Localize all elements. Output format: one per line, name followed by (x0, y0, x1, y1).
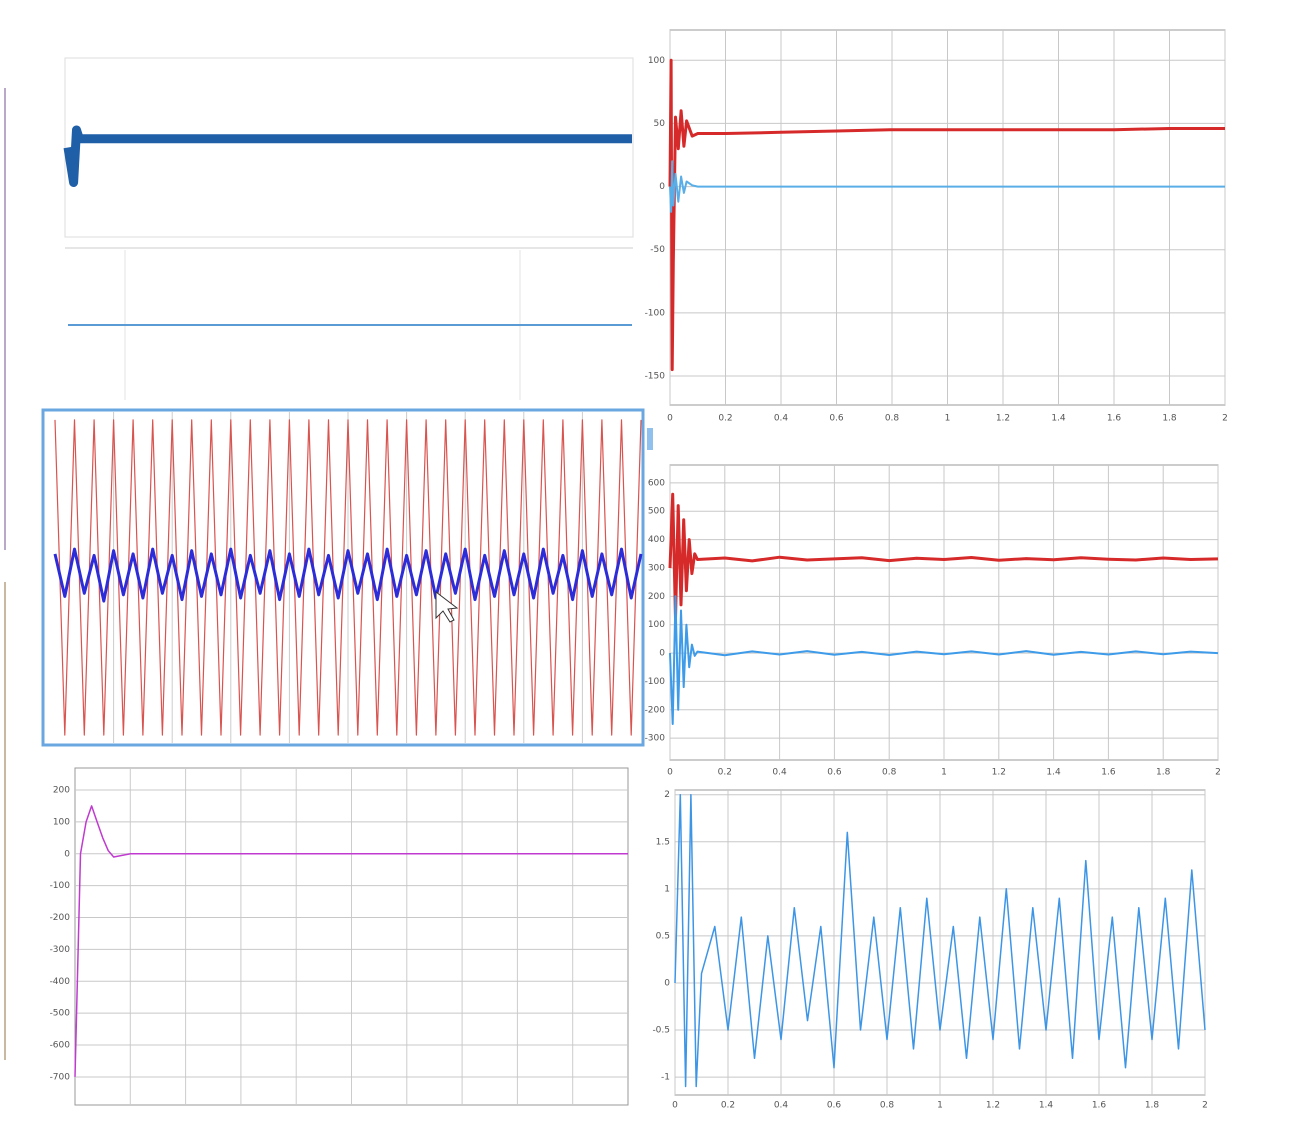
x-tick-label: 0 (672, 1101, 678, 1111)
x-tick-label: 0.2 (718, 414, 732, 424)
y-tick-label: 100 (648, 56, 665, 66)
x-tick-label: 1.8 (1156, 768, 1171, 778)
signal-trace (669, 160, 1225, 213)
y-tick-label: 1.5 (656, 837, 670, 847)
y-tick-label: 400 (648, 535, 665, 545)
x-tick-label: 0.6 (827, 768, 842, 778)
x-tick-label: 1.6 (1107, 414, 1122, 424)
signal-trace (63, 125, 632, 187)
x-tick-label: 0 (667, 768, 673, 778)
y-tick-label: 1 (664, 884, 670, 894)
y-tick-label: -500 (50, 1009, 71, 1019)
y-tick-label: -700 (50, 1072, 71, 1082)
x-tick-label: 1 (945, 414, 951, 424)
signal-trace (669, 595, 1219, 725)
x-tick-label: 1.8 (1145, 1101, 1160, 1111)
x-tick-label: 1.6 (1092, 1101, 1107, 1111)
y-tick-label: 100 (53, 817, 70, 827)
x-tick-label: 0.6 (829, 414, 844, 424)
signal-trace (54, 419, 642, 736)
signal-trace (668, 58, 1225, 372)
x-tick-label: 0.4 (772, 768, 787, 778)
y-tick-label: 500 (648, 507, 665, 517)
x-tick-label: 0.8 (882, 768, 897, 778)
signal-trace (74, 805, 628, 1077)
y-tick-label: 0.5 (656, 931, 670, 941)
y-tick-label: -100 (645, 308, 666, 318)
y-tick-label: 200 (53, 785, 70, 795)
y-tick-label: 0 (64, 849, 70, 859)
x-tick-label: 1.2 (996, 414, 1010, 424)
y-tick-label: -100 (645, 677, 666, 687)
x-tick-label: 1.4 (1046, 768, 1061, 778)
x-tick-label: 1.6 (1101, 768, 1116, 778)
signal-trace (668, 492, 1219, 621)
x-tick-label: 0.2 (721, 1101, 735, 1111)
mouse-cursor (435, 590, 459, 623)
x-tick-label: 0.8 (885, 414, 900, 424)
y-tick-label: -300 (50, 945, 71, 955)
y-tick-label: -50 (650, 245, 665, 255)
y-tick-label: -300 (645, 734, 666, 744)
y-tick-label: 50 (654, 119, 666, 129)
x-tick-label: 0.4 (774, 414, 789, 424)
y-tick-label: -1 (661, 1073, 670, 1083)
x-tick-label: 2 (1215, 768, 1221, 778)
y-tick-label: -150 (645, 371, 666, 381)
x-tick-label: 2 (1222, 414, 1228, 424)
x-tick-label: 1.2 (986, 1101, 1000, 1111)
x-tick-label: 0.2 (718, 768, 732, 778)
y-tick-label: 100 (648, 620, 665, 630)
y-tick-label: 0 (659, 182, 665, 192)
x-tick-label: 0.8 (880, 1101, 895, 1111)
signal-trace (674, 793, 1206, 1088)
y-tick-label: -100 (50, 881, 71, 891)
y-tick-label: 2 (664, 790, 670, 800)
y-tick-label: -0.5 (652, 1026, 670, 1036)
scope-frame (64, 57, 634, 238)
resize-handle[interactable] (647, 428, 653, 450)
y-tick-label: -200 (645, 705, 666, 715)
y-tick-label: 0 (659, 649, 665, 659)
x-tick-label: 1.8 (1162, 414, 1177, 424)
y-tick-label: -200 (50, 913, 71, 923)
y-tick-label: 200 (648, 592, 665, 602)
x-tick-label: 1 (937, 1101, 943, 1111)
y-tick-label: -600 (50, 1041, 71, 1051)
signal-trace (53, 547, 643, 603)
x-tick-label: 1.4 (1051, 414, 1066, 424)
x-tick-label: 0.4 (774, 1101, 789, 1111)
x-tick-label: 2 (1202, 1101, 1208, 1111)
selection-frame[interactable] (41, 408, 645, 747)
x-tick-label: 1.2 (992, 768, 1006, 778)
x-tick-label: 1.4 (1039, 1101, 1054, 1111)
y-tick-label: -400 (50, 977, 71, 987)
x-tick-label: 0.6 (827, 1101, 842, 1111)
x-tick-label: 1 (941, 768, 947, 778)
y-tick-label: 600 (648, 478, 665, 488)
y-tick-label: 300 (648, 563, 665, 573)
y-tick-label: 0 (664, 978, 670, 988)
x-tick-label: 0 (667, 414, 673, 424)
